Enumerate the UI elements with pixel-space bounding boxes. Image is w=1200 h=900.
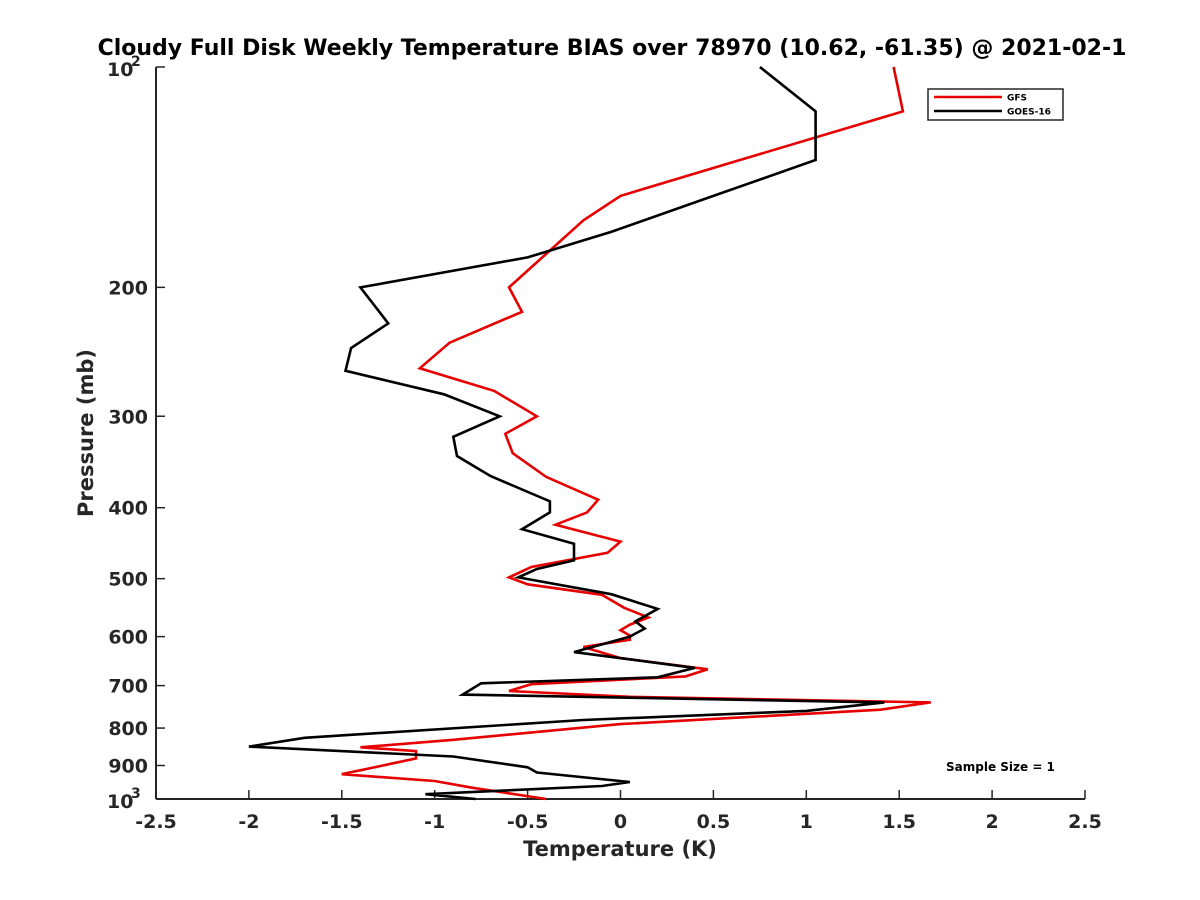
x-axis-ticks: -2.5 -2 -1.5 -1 -0.5 0 0.5 1 1.5 2 2.5 bbox=[135, 790, 1102, 833]
y-tick-label: 300 bbox=[108, 406, 148, 428]
y-tick-label: 800 bbox=[108, 718, 148, 740]
y-axis-label: Pressure (mb) bbox=[74, 349, 98, 517]
x-tick-label: 0 bbox=[614, 811, 627, 833]
y-tick-label: 600 bbox=[108, 627, 148, 649]
x-tick-label: 2.5 bbox=[1068, 811, 1102, 833]
y-tick-label: 400 bbox=[108, 498, 148, 520]
plot-area bbox=[156, 67, 1085, 799]
x-tick-label: -1 bbox=[424, 811, 445, 833]
x-tick-label: 2 bbox=[985, 811, 998, 833]
x-tick-label: -1.5 bbox=[321, 811, 363, 833]
y-tick-label: 200 bbox=[108, 277, 148, 299]
chart-title: Cloudy Full Disk Weekly Temperature BIAS… bbox=[98, 36, 1127, 61]
y-tick-label-power: 103 bbox=[107, 786, 141, 813]
x-tick-label: -2.5 bbox=[135, 811, 177, 833]
series-line-goes16 bbox=[248, 65, 885, 801]
sample-size-annotation: Sample Size = 1 bbox=[946, 760, 1055, 774]
y-tick-label-exponent: 2 bbox=[131, 54, 141, 70]
y-tick-label: 500 bbox=[108, 569, 148, 591]
x-tick-label: 0.5 bbox=[697, 811, 731, 833]
legend-label-gfs: GFS bbox=[1007, 94, 1027, 104]
x-tick-label: -0.5 bbox=[507, 811, 549, 833]
x-tick-label: 1.5 bbox=[882, 811, 916, 833]
legend: GFS GOES-16 bbox=[927, 88, 1064, 121]
series-layer bbox=[248, 65, 931, 801]
y-tick-label-power: 102 bbox=[107, 54, 141, 81]
legend-box bbox=[927, 88, 1064, 121]
x-tick-label: 1 bbox=[800, 811, 813, 833]
y-tick-label: 700 bbox=[108, 676, 148, 698]
y-tick-label: 900 bbox=[108, 756, 148, 778]
series-line-gfs bbox=[341, 66, 931, 801]
x-axis-label: Temperature (K) bbox=[523, 837, 717, 861]
y-tick-label-base: 10 bbox=[107, 791, 133, 813]
legend-label-goes16: GOES-16 bbox=[1007, 108, 1051, 118]
y-tick-label-base: 10 bbox=[107, 59, 133, 81]
x-tick-label: -2 bbox=[238, 811, 259, 833]
y-tick-label-exponent: 3 bbox=[131, 786, 141, 802]
